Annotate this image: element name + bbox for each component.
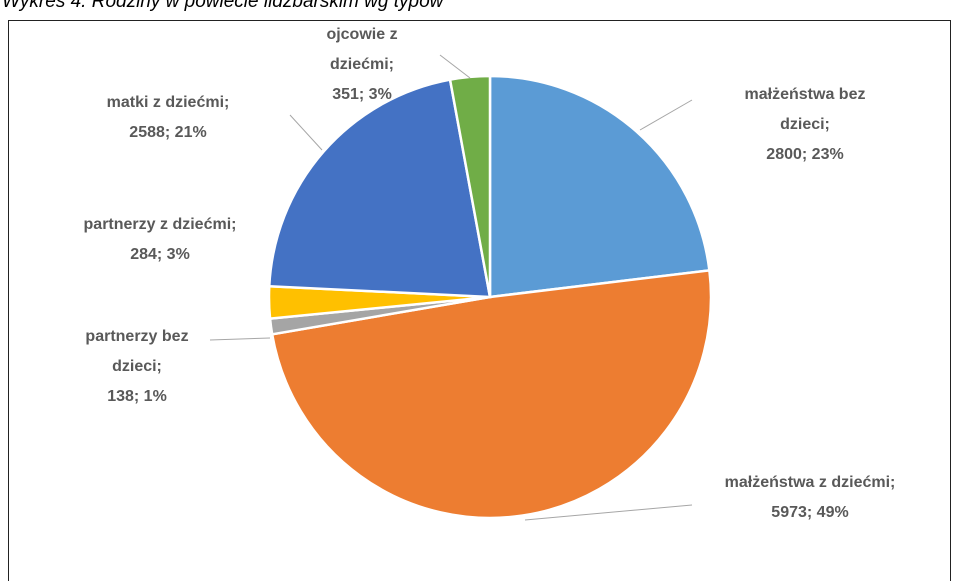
slice-name: małżeństwa bez dzieci; [744, 86, 866, 133]
chart-frame [8, 20, 951, 581]
leader-line [639, 99, 693, 131]
chart-title: Wykres 4. Rodziny w powiecie lidzbarskim… [2, 0, 444, 12]
data-label: matki z dziećmi; 2588; 21% [78, 88, 258, 148]
pie-slice [267, 78, 492, 299]
slice-name: ojcowie z dziećmi; [326, 26, 398, 73]
pie-slice [488, 74, 711, 299]
slice-value: 138; 1% [107, 388, 167, 405]
leader-line [289, 114, 323, 151]
leader-line [209, 337, 271, 341]
data-label: małżeństwa z dziećmi; 5973; 49% [680, 468, 940, 528]
pie-slice [448, 74, 492, 298]
slice-value: 351; 3% [332, 86, 392, 103]
slice-value: 2800; 23% [766, 146, 844, 163]
slice-name: małżeństwa z dziećmi; [724, 474, 896, 491]
data-label: partnerzy z dziećmi; 284; 3% [40, 210, 280, 270]
pie-slice [270, 268, 713, 520]
leader-line [439, 54, 471, 79]
slice-value: 5973; 49% [771, 504, 849, 521]
data-label: ojcowie z dziećmi; 351; 3% [312, 20, 412, 110]
slice-name: partnerzy z dziećmi; [83, 216, 237, 233]
slice-value: 284; 3% [130, 246, 190, 263]
leader-line [524, 504, 693, 521]
data-label: partnerzy bez dzieci; 138; 1% [67, 322, 207, 412]
slice-value: 2588; 21% [129, 124, 207, 141]
slice-name: partnerzy bez dzieci; [85, 328, 189, 375]
data-label: małżeństwa bez dzieci; 2800; 23% [725, 80, 885, 170]
slice-name: matki z dziećmi; [106, 94, 230, 111]
